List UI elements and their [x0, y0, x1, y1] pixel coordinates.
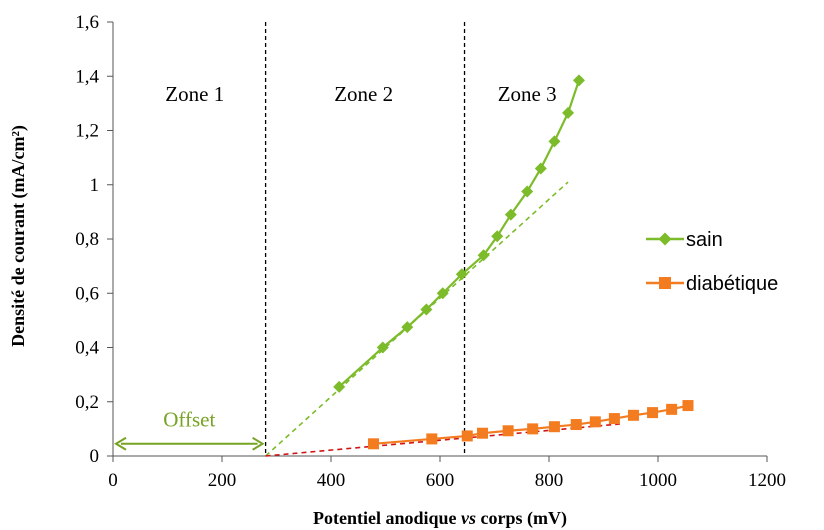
x-tick-label: 800 [535, 470, 564, 491]
x-tick-label: 600 [426, 470, 455, 491]
tick-labels: 0 0,2 0,4 0,6 0,8 1 1,2 1,4 1,6 0 200 400 600 800 1000… [75, 12, 786, 491]
data-point [548, 421, 560, 433]
legend-item: diabétique [646, 273, 778, 295]
data-point [401, 321, 414, 334]
data-point [477, 249, 490, 262]
y-tick-label: 1,6 [75, 12, 99, 33]
legend-item: sain [646, 229, 723, 251]
annotations: Zone 1 Zone 2 Zone 3 Offset [114, 82, 557, 451]
data-point [608, 413, 620, 425]
data-point [420, 303, 433, 316]
data-point [368, 438, 380, 450]
y-tick-label: 1 [90, 175, 100, 196]
x-tick-label: 400 [317, 470, 346, 491]
data-point [376, 341, 389, 354]
fit-line [265, 423, 620, 457]
data-point [333, 380, 346, 393]
y-tick-label: 0,2 [75, 392, 99, 413]
data-point [491, 230, 504, 243]
zone-label: Zone 2 [334, 82, 393, 106]
x-axis-title: Potentiel anodique vs corps (mV) [313, 508, 567, 529]
data-point [562, 106, 575, 119]
y-tick-label: 1,4 [75, 66, 99, 87]
data-point [527, 423, 539, 435]
data-point [666, 403, 678, 415]
data-point [548, 135, 561, 148]
y-tick-label: 0,8 [75, 229, 99, 250]
y-tick-label: 0 [90, 446, 100, 467]
data-point [436, 287, 449, 300]
data-point [570, 419, 582, 431]
legend-marker [659, 277, 671, 289]
x-axis-title-part: corps (mV) [476, 508, 567, 529]
series-line [338, 79, 581, 388]
zone-boundaries [264, 22, 466, 456]
data-point [504, 208, 517, 221]
data-point [477, 427, 489, 439]
offset-label: Offset [163, 407, 215, 431]
zone-label: Zone 1 [165, 82, 224, 106]
data-point [426, 433, 438, 445]
legend-label: diabétique [686, 273, 778, 295]
x-axis-title-italic: vs [461, 508, 476, 528]
x-axis-title-part: Potentiel anodique [313, 508, 461, 528]
axes [107, 21, 768, 462]
data-point [521, 185, 534, 198]
x-tick-label: 200 [208, 470, 237, 491]
fit-lines [265, 181, 620, 457]
legend-marker [658, 232, 672, 246]
x-tick-label: 1000 [639, 470, 677, 491]
y-axis-title: Densité de courant (mA/cm²) [8, 125, 29, 347]
x-tick-label: 0 [108, 470, 118, 491]
data-series [333, 74, 694, 450]
data-point [534, 162, 547, 175]
y-tick-label: 1,2 [75, 121, 99, 142]
legend: sain diabétique [646, 229, 778, 295]
data-point [461, 430, 473, 442]
data-point [682, 400, 694, 412]
zone-label: Zone 3 [498, 82, 557, 106]
data-point [572, 74, 585, 87]
x-tick-label: 1200 [748, 470, 786, 491]
offset-arrow-left-head [114, 436, 127, 451]
offset-arrow-right-head [252, 436, 265, 451]
data-point [502, 425, 514, 437]
data-point [647, 407, 659, 419]
y-tick-label: 0,6 [75, 283, 99, 304]
data-point [627, 409, 639, 421]
legend-label: sain [686, 229, 723, 251]
y-tick-label: 0,4 [75, 338, 99, 359]
data-point [589, 416, 601, 428]
data-point [455, 268, 468, 281]
